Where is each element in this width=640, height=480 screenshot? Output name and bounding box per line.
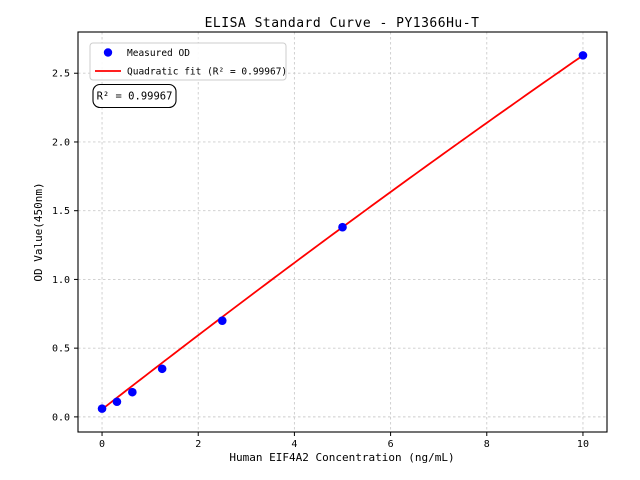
legend-box: [89, 42, 287, 81]
data-point: [578, 51, 588, 60]
x-tick-label: 4: [291, 439, 297, 450]
x-tick-label: 2: [195, 439, 201, 450]
data-point: [338, 222, 347, 232]
legend-entry-measured-od: Measured OD: [127, 48, 190, 59]
data-point: [157, 364, 167, 374]
measured-od-points: [97, 51, 588, 413]
r-squared-box: [92, 83, 177, 109]
y-tick-label: 1.5: [52, 206, 70, 217]
r-squared-value: R² = 0.99967: [97, 91, 173, 103]
x-tick-label: 8: [484, 439, 490, 450]
data-point: [97, 404, 107, 413]
y-tick-labels: 0.0 0.5 1.0 1.5 2.0 2.5: [52, 69, 70, 424]
y-tick-label: 2.5: [52, 69, 70, 80]
chart-title: ELISA Standard Curve - PY1366Hu-T: [205, 16, 480, 31]
y-tick-label: 0.0: [52, 412, 70, 423]
y-tick-label: 1.0: [52, 275, 70, 286]
quadratic-fit-line: [101, 54, 584, 411]
measured-od-legend-marker-icon: [103, 48, 113, 57]
data-point: [217, 316, 227, 325]
data-point: [112, 397, 122, 407]
x-tick-label: 10: [577, 439, 589, 450]
r-squared-annotation: R² = 0.99967: [92, 83, 177, 109]
x-tick-labels: 0 2 4 6 8 10: [99, 439, 589, 450]
y-tick-label: 0.5: [52, 344, 70, 355]
data-point: [128, 387, 137, 397]
legend-entry-quadratic-fit: Quadratic fit (R² = 0.99967): [127, 67, 287, 78]
plot-frame: [77, 31, 608, 433]
x-tick-label: 0: [99, 439, 105, 450]
grid-lines: [78, 32, 607, 432]
axis-tick-marks: [74, 72, 584, 436]
y-axis-label: OD Value(450nm): [32, 182, 45, 281]
legend: Measured OD Quadratic fit (R² = 0.99967): [89, 42, 287, 81]
x-tick-label: 6: [388, 439, 394, 450]
y-tick-label: 2.0: [52, 137, 70, 148]
x-axis-label: Human EIF4A2 Concentration (ng/mL): [229, 451, 454, 464]
